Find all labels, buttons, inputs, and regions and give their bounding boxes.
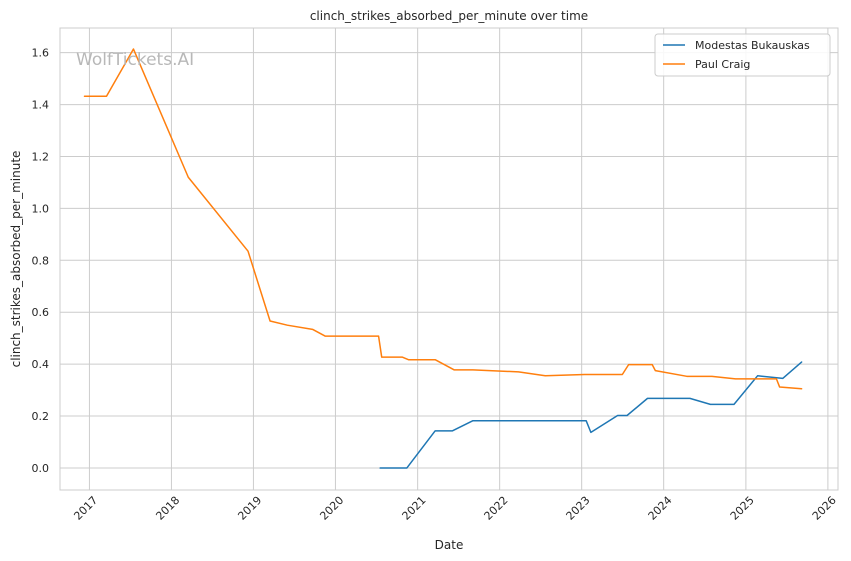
plot-area — [60, 28, 838, 490]
series-line-2 — [83, 48, 803, 390]
y-tick-label: 1.4 — [32, 99, 50, 112]
y-axis-label: clinch_strikes_absorbed_per_minute — [9, 151, 23, 368]
y-tick-label: 0.4 — [32, 358, 50, 371]
watermark-text: WolfTickets.AI — [76, 50, 194, 70]
y-tick-label: 0.2 — [32, 410, 50, 423]
y-axis-ticks: 0.0 0.2 0.4 0.6 0.8 1.0 1.2 1.4 1.6 — [32, 47, 50, 475]
legend-label-1: Modestas Bukauskas — [695, 39, 810, 52]
y-tick-label: 0.0 — [32, 462, 50, 475]
y-tick-label: 0.8 — [32, 254, 50, 267]
y-tick-label: 1.6 — [32, 47, 50, 60]
legend: Modestas Bukauskas Paul Craig — [654, 33, 831, 77]
legend-label-2: Paul Craig — [695, 58, 750, 71]
legend-box — [654, 33, 831, 77]
y-tick-label: 1.0 — [32, 202, 50, 215]
y-tick-label: 0.6 — [32, 306, 50, 319]
y-tick-label: 1.2 — [32, 150, 50, 163]
plot-border — [59, 27, 839, 491]
chart-title: clinch_strikes_absorbed_per_minute over … — [310, 9, 588, 23]
x-axis-label: Date — [435, 538, 464, 552]
series-layer — [83, 48, 803, 469]
series-line-1 — [379, 361, 803, 469]
